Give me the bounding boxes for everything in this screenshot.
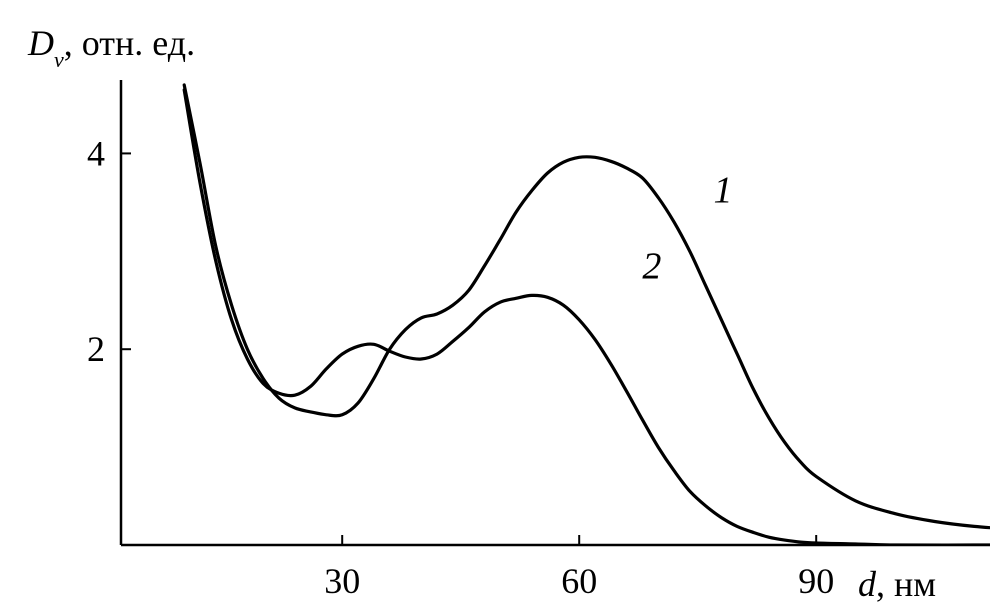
y-axis-title-main: D bbox=[27, 23, 54, 63]
series-1-line bbox=[182, 83, 990, 530]
x-tick-label: 30 bbox=[324, 561, 360, 601]
series-label-1: 1 bbox=[714, 169, 733, 211]
y-axis-title-rest: , отн. ед. bbox=[64, 23, 195, 63]
series-2-line bbox=[182, 88, 990, 545]
x-axis-title-rest: , нм bbox=[876, 564, 936, 604]
x-tick-label: 60 bbox=[561, 561, 597, 601]
x-tick-label: 90 bbox=[798, 561, 834, 601]
y-axis-title-subscript: v bbox=[54, 47, 64, 72]
x-axis-title-main: d bbox=[858, 564, 877, 604]
y-axis-title: Dv, отн. ед. bbox=[27, 23, 195, 72]
y-tick-label: 4 bbox=[87, 133, 105, 173]
x-axis-title: d, нм bbox=[858, 564, 936, 604]
axes: 30 60 90 2 4 bbox=[87, 80, 990, 601]
y-tick-label: 2 bbox=[87, 329, 105, 369]
curves: 12 bbox=[182, 83, 990, 545]
labels: Dv, отн. ед. d, нм bbox=[27, 23, 936, 604]
series-label-2: 2 bbox=[642, 246, 661, 288]
